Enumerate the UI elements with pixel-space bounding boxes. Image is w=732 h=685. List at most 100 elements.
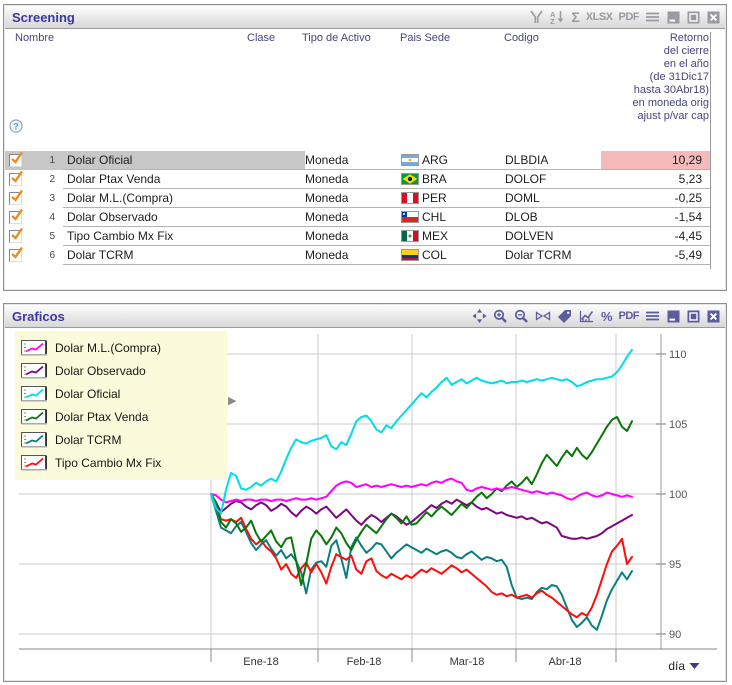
row-number: 5 <box>49 231 55 242</box>
legend-item[interactable]: Dolar TCRM <box>21 428 221 451</box>
cell-pais: MEX <box>401 227 505 246</box>
cell-clase <box>251 151 305 170</box>
legend-item[interactable]: Dolar Ptax Venda <box>21 405 221 428</box>
cell-tipo: Moneda <box>305 208 401 227</box>
row-checkbox[interactable] <box>9 208 23 224</box>
cell-tipo: Moneda <box>305 151 401 170</box>
row-number: 4 <box>49 212 55 223</box>
x-tick-label: Ene-18 <box>243 656 278 668</box>
flag-arg-icon <box>401 154 419 166</box>
legend-chart-icon <box>21 385 47 401</box>
flag-col-icon <box>401 249 419 261</box>
menu-icon[interactable] <box>645 10 660 24</box>
col-header-tipo[interactable]: Tipo de Activo <box>302 32 371 44</box>
x-axis-unit-label: día <box>668 659 685 673</box>
row-number: 3 <box>49 193 55 204</box>
zoom-out-icon[interactable] <box>514 309 529 323</box>
sum-icon[interactable]: Σ <box>571 9 580 25</box>
cell-clase <box>251 208 305 227</box>
col-header-codigo[interactable]: Codigo <box>504 32 539 44</box>
cell-nombre: Dolar Oficial <box>63 151 251 170</box>
chart-icon[interactable] <box>578 309 595 323</box>
cell-nombre: Dolar Ptax Venda <box>63 170 251 189</box>
minimize-icon[interactable] <box>667 11 680 24</box>
x-axis-unit-dropdown[interactable]: día <box>668 659 700 673</box>
cell-clase <box>251 189 305 208</box>
x-tick-label: Abr-18 <box>548 656 581 668</box>
close-icon[interactable] <box>707 310 720 323</box>
retorno-header-line: en moneda orig <box>632 97 709 109</box>
legend-expander-icon[interactable]: ▶ <box>228 395 237 407</box>
graficos-panel: 90 95 100 105 110 Ene-18 Feb-18 Mar-18 Abr-18 Gr… <box>3 303 727 682</box>
table-row[interactable]: 3 Dolar M.L.(Compra) Moneda PER DOML -0,25 <box>5 189 711 208</box>
tag-icon[interactable] <box>557 309 572 323</box>
legend-chart-icon <box>21 431 47 447</box>
pdf-button[interactable]: PDF <box>618 11 640 23</box>
svg-text:Z: Z <box>550 17 555 24</box>
legend-label: Dolar Ptax Venda <box>55 409 149 424</box>
row-checkbox[interactable] <box>9 227 23 243</box>
table-row[interactable]: 6 Dolar TCRM Moneda COL Dolar TCRM -5,49 <box>5 246 711 265</box>
table-row[interactable]: 5 Tipo Cambio Mx Fix Moneda MEX DOLVEN -4,45 <box>5 227 711 246</box>
y-tick-label: 90 <box>669 629 681 641</box>
col-header-clase[interactable]: Clase <box>247 32 276 44</box>
compare-icon[interactable] <box>535 309 551 323</box>
legend-item[interactable]: Dolar Oficial <box>21 382 221 405</box>
help-icon[interactable]: ? <box>9 119 23 138</box>
legend-item[interactable]: Tipo Cambio Mx Fix <box>21 451 221 474</box>
menu-icon[interactable] <box>645 309 660 323</box>
row-checkbox[interactable] <box>9 151 23 167</box>
row-checkbox[interactable] <box>9 170 23 186</box>
xlsx-button[interactable]: XLSX <box>585 11 613 23</box>
legend-item[interactable]: Dolar M.L.(Compra) <box>21 336 221 359</box>
table-row[interactable]: 1 Dolar Oficial Moneda ARG DLBDIA 10,29 <box>5 151 711 170</box>
graficos-toolbar: % PDF <box>472 309 725 324</box>
cell-pais: BRA <box>401 170 505 189</box>
legend-chart-icon <box>21 454 47 470</box>
y-tick-label: 95 <box>669 559 681 571</box>
legend-chart-icon <box>21 362 47 378</box>
maximize-icon[interactable] <box>687 310 700 323</box>
close-icon[interactable] <box>707 11 720 24</box>
legend-chart-icon <box>21 339 47 355</box>
check-icon <box>11 227 23 240</box>
cell-nombre: Tipo Cambio Mx Fix <box>63 227 251 246</box>
col-header-nombre[interactable]: Nombre <box>15 32 55 44</box>
cell-nombre: Dolar Observado <box>63 208 251 227</box>
row-number: 1 <box>23 151 63 170</box>
cell-clase <box>251 246 305 265</box>
row-checkbox[interactable] <box>9 189 23 205</box>
cell-codigo: DOLOF <box>505 170 601 189</box>
chevron-down-icon <box>689 663 700 669</box>
cell-pais: PER <box>401 189 505 208</box>
minimize-icon[interactable] <box>667 310 680 323</box>
row-checkbox[interactable] <box>9 246 23 262</box>
pdf-button[interactable]: PDF <box>618 310 640 322</box>
percent-icon[interactable]: % <box>600 308 613 324</box>
check-icon <box>11 189 23 202</box>
cell-retorno: -4,45 <box>601 227 711 246</box>
zoom-in-icon[interactable] <box>493 309 508 323</box>
series-line-dolar-oficial <box>210 348 633 515</box>
col-header-retorno[interactable]: Retorno del cierre en el año (de 31Dic17 has… <box>633 32 709 123</box>
legend-item[interactable]: Dolar Observado <box>21 359 221 382</box>
cell-retorno: -5,49 <box>601 246 711 265</box>
cell-retorno: 5,23 <box>601 170 711 189</box>
flag-chl-icon <box>401 211 419 223</box>
table-row[interactable]: 4 Dolar Observado Moneda CHL DLOB -1,54 <box>5 208 711 227</box>
chart-legend: Dolar M.L.(Compra) Dolar Observado Dolar O… <box>15 331 227 480</box>
cell-tipo: Moneda <box>305 170 401 189</box>
series-line-tipo-cambio-mx-fix <box>210 493 633 619</box>
legend-chart-icon <box>21 408 47 424</box>
retorno-header-line: hasta 30Abr18) <box>633 84 709 96</box>
col-header-pais[interactable]: Pais Sede <box>400 32 451 44</box>
maximize-icon[interactable] <box>687 11 700 24</box>
legend-label: Dolar TCRM <box>55 432 122 447</box>
retorno-header-line: Retorno <box>669 32 709 44</box>
table-row[interactable]: 2 Dolar Ptax Venda Moneda BRA DOLOF 5,23 <box>5 170 711 189</box>
expand-icon[interactable] <box>472 309 487 323</box>
screening-panel: Screening A Z Σ XLSX PDF Nombre Clase Tipo d… <box>3 4 727 291</box>
cell-codigo: DOML <box>505 189 601 208</box>
filter-icon[interactable] <box>529 10 544 24</box>
